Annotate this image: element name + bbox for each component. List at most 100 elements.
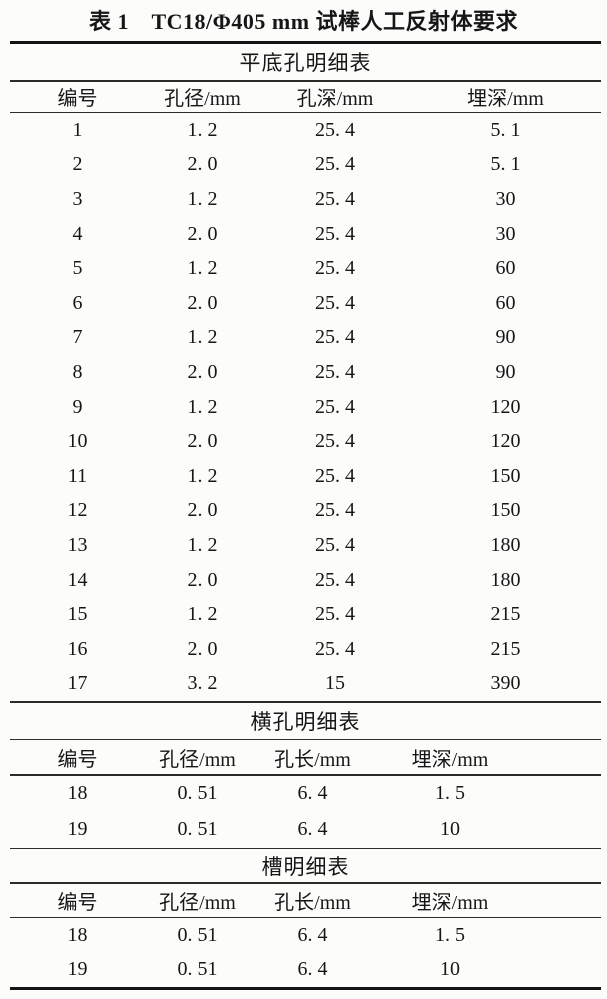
section-flat-bottom-holes: 平底孔明细表 编号 孔径/mm 孔深/mm 埋深/mm 1 1. 2 25. 4 5.… [10, 44, 601, 703]
table-cell: 60 [495, 257, 516, 280]
table-cell: 2. 0 [187, 291, 218, 314]
table-row: 3 1. 2 25. 4 30 [10, 182, 601, 217]
table-top-rule [10, 41, 601, 44]
table-cell: 13 [67, 533, 88, 556]
table-cell: 215 [490, 637, 521, 660]
table-cell: 150 [490, 499, 521, 522]
table-cell: 5 [72, 257, 83, 280]
header-row: 编号 孔径/mm 孔长/mm 埋深/mm [10, 884, 601, 917]
table-cell: 25. 4 [315, 533, 355, 556]
table-cell: 1 [72, 118, 83, 141]
table-cell: 25. 4 [315, 118, 355, 141]
table-row: 18 0. 51 6. 4 1. 5 [10, 918, 601, 953]
table-cell: 17 [67, 672, 88, 695]
table-cell: 150 [490, 464, 521, 487]
table-row: 1 1. 2 25. 4 5. 1 [10, 113, 601, 148]
table-cell: 6. 4 [297, 782, 328, 805]
column-header: 编号 [57, 891, 98, 914]
table-cell: 9 [72, 395, 83, 418]
divider [10, 882, 601, 884]
table-row: 5 1. 2 25. 4 60 [10, 251, 601, 286]
table-row: 7 1. 2 25. 4 90 [10, 321, 601, 356]
table-cell: 0. 51 [177, 818, 218, 841]
table-row: 8 2. 0 25. 4 90 [10, 355, 601, 390]
table-cell: 18 [67, 782, 88, 805]
table-cell: 25. 4 [315, 568, 355, 591]
table-row: 2 2. 0 25. 4 5. 1 [10, 148, 601, 183]
table-body: 18 0. 51 6. 4 1. 5 19 0. 51 6. 4 10 [10, 776, 601, 848]
table-cell: 25. 4 [315, 291, 355, 314]
table-cell: 1. 5 [435, 782, 465, 805]
section-grooves: 槽明细表 编号 孔径/mm 孔长/mm 埋深/mm 18 0. 51 6. 4 1. … [10, 849, 601, 991]
table-cell: 1. 2 [187, 395, 218, 418]
column-header: 孔长/mm [274, 748, 351, 771]
table-cell: 25. 4 [315, 326, 355, 349]
table-cell: 30 [495, 222, 516, 245]
table-cell: 25. 4 [315, 637, 355, 660]
table-bottom-rule [10, 987, 601, 991]
table-cell: 1. 2 [187, 257, 218, 280]
table-cell: 2. 0 [187, 430, 218, 453]
table-row: 17 3. 2 15 390 [10, 667, 601, 702]
table-cell: 8 [72, 360, 83, 383]
table-cell: 2. 0 [187, 499, 218, 522]
table-cell: 2. 0 [187, 222, 218, 245]
table-cell: 10 [440, 818, 460, 841]
table-cell: 25. 4 [315, 187, 355, 210]
table-cell: 25. 4 [315, 222, 355, 245]
table-cell: 12 [67, 499, 88, 522]
table-cell: 1. 2 [187, 118, 218, 141]
table-row: 14 2. 0 25. 4 180 [10, 563, 601, 598]
table-row: 6 2. 0 25. 4 60 [10, 286, 601, 321]
table-cell: 390 [490, 672, 521, 695]
table-cell: 1. 5 [435, 923, 465, 946]
table-cell: 6. 4 [297, 958, 328, 981]
table-cell: 4 [72, 222, 83, 245]
table-cell: 0. 51 [177, 958, 218, 981]
table-cell: 25. 4 [315, 153, 355, 176]
header-row: 编号 孔径/mm 孔长/mm 埋深/mm [10, 740, 601, 774]
table-cell: 120 [490, 395, 521, 418]
table-cell: 11 [67, 464, 88, 487]
table-cell: 90 [495, 326, 516, 349]
column-header: 埋深/mm [411, 748, 489, 771]
table-cell: 5. 1 [490, 118, 521, 141]
table-cell: 25. 4 [315, 603, 355, 626]
table-row: 9 1. 2 25. 4 120 [10, 390, 601, 425]
table-row: 10 2. 0 25. 4 120 [10, 424, 601, 459]
table-cell: 25. 4 [315, 430, 355, 453]
table-cell: 6. 4 [297, 923, 328, 946]
table-row: 15 1. 2 25. 4 215 [10, 597, 601, 632]
section-title: 横孔明细表 [250, 709, 361, 734]
divider [10, 111, 601, 113]
column-header: 编号 [57, 88, 98, 110]
table-cell: 6 [72, 291, 83, 314]
reflector-requirements-table: 平底孔明细表 编号 孔径/mm 孔深/mm 埋深/mm 1 1. 2 25. 4 5.… [10, 41, 601, 991]
table-cell: 25. 4 [315, 464, 355, 487]
table-cell: 15 [67, 603, 88, 626]
table-cell: 18 [67, 923, 88, 946]
table-cell: 90 [495, 360, 516, 383]
column-header: 埋深/mm [411, 891, 489, 914]
column-header: 孔径/mm [164, 88, 241, 110]
table-cell: 2. 0 [187, 568, 218, 591]
table-cell: 180 [490, 533, 521, 556]
table-cell: 1. 2 [187, 187, 218, 210]
divider [10, 738, 601, 741]
table-cell: 60 [495, 291, 516, 314]
table-row: 4 2. 0 25. 4 30 [10, 217, 601, 252]
table-cell: 25. 4 [315, 360, 355, 383]
table-cell: 7 [72, 326, 83, 349]
divider [10, 701, 601, 703]
column-header: 孔径/mm [159, 748, 236, 771]
table-body: 1 1. 2 25. 4 5. 1 2 2. 0 25. 4 5. 1 3 1. 2 25. 4 30… [10, 113, 601, 701]
table-caption: 表 1 TC18/Φ405 mm 试棒人工反射体要求 [88, 9, 519, 34]
divider [10, 80, 601, 82]
table-cell: 19 [67, 818, 88, 841]
divider [10, 774, 601, 776]
table-cell: 3. 2 [187, 672, 218, 695]
column-header: 孔深/mm [296, 88, 374, 110]
table-cell: 25. 4 [315, 499, 355, 522]
table-cell: 16 [67, 637, 88, 660]
table-cell: 215 [490, 603, 521, 626]
